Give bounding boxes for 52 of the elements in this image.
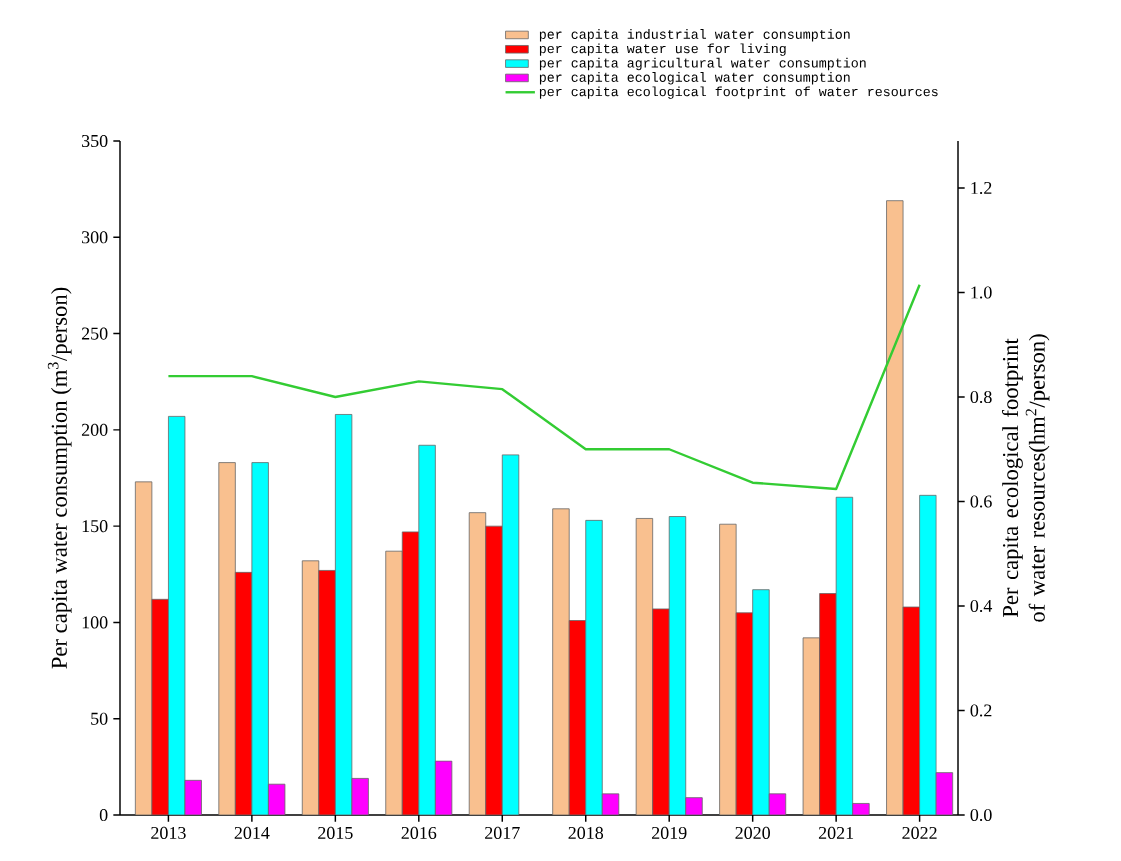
y-tick-label: 100: [82, 616, 108, 629]
y2-tick-label: 1.0: [971, 286, 992, 299]
y-axis-title: Per capita water consumption (m$^{3}$/person): [47, 287, 72, 669]
legend-label: per capita agricultural water consumption: [539, 57, 866, 71]
bar: [652, 608, 670, 815]
x-tick-label: 2013: [151, 826, 186, 839]
x-tick-label: 2017: [485, 826, 520, 839]
bar: [552, 508, 570, 815]
y2-tick-label: 0.4: [970, 599, 993, 613]
bar: [318, 570, 336, 815]
line-series: [167, 283, 921, 491]
y-tick-label: 200: [81, 423, 108, 436]
x-tick-label: 2019: [652, 826, 687, 839]
x-tick-label: 2014: [234, 826, 270, 839]
bar: [568, 620, 587, 815]
x-tick-label: 2015: [318, 826, 353, 839]
x-tick-label: 2020: [735, 826, 770, 839]
y2-tick-label: 0.6: [970, 495, 992, 508]
bar: [635, 518, 654, 815]
x-tick-label: 2021: [818, 826, 854, 839]
legend-label: per capita industrial water consumption: [539, 29, 850, 42]
bar: [401, 531, 420, 815]
bar: [485, 525, 503, 815]
bar: [151, 598, 169, 815]
y2-tick-label: 0.2: [970, 704, 992, 717]
y-tick-label: 150: [82, 520, 108, 533]
bar: [301, 560, 320, 815]
y-tick-label: 300: [82, 231, 108, 244]
y-tick-label: 350: [82, 134, 108, 148]
bar: [819, 593, 837, 815]
y2-tick-label: 0.8: [970, 390, 992, 404]
y2-tick-label: 1.2: [971, 181, 992, 195]
bar: [719, 523, 737, 815]
bar: [134, 481, 153, 815]
bar: [735, 612, 754, 815]
x-tick-label: 2022: [902, 826, 937, 839]
y-tick-label: 0: [99, 808, 108, 822]
legend-label: per capita ecological water consumption: [539, 72, 850, 85]
x-tick-label: 2016: [401, 826, 437, 839]
bar: [802, 637, 821, 815]
bar: [468, 512, 487, 815]
bar: [218, 462, 236, 815]
y-tick-label: 50: [91, 712, 108, 725]
legend-label: per capita water use for living: [539, 43, 786, 56]
bar: [385, 550, 403, 815]
x-tick-label: 2018: [568, 826, 604, 839]
bar: [902, 606, 921, 815]
bar: [886, 200, 904, 815]
y2-tick-label: 0.0: [970, 808, 992, 822]
y-tick-label: 250: [81, 327, 108, 340]
bar: [234, 571, 253, 815]
legend-label: per capita ecological footprint of water resources: [539, 86, 938, 99]
